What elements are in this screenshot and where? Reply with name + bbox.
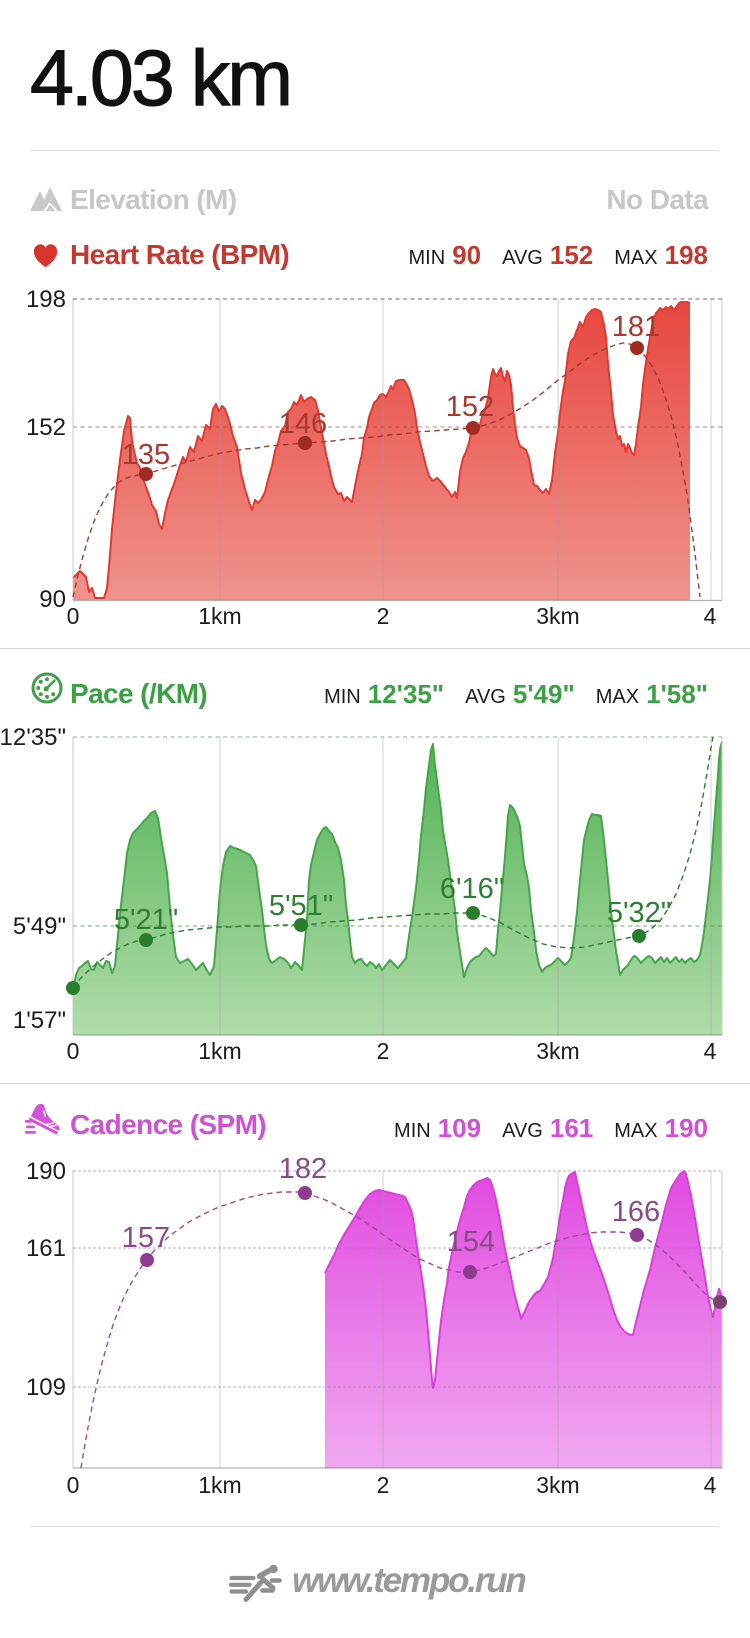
svg-text:1'57": 1'57" [13, 1007, 66, 1034]
svg-text:154: 154 [447, 1226, 495, 1258]
svg-text:2: 2 [377, 603, 390, 629]
svg-text:146: 146 [279, 408, 327, 440]
svg-text:0: 0 [67, 1038, 80, 1064]
svg-text:5'49": 5'49" [13, 913, 66, 940]
svg-text:198: 198 [26, 286, 66, 313]
svg-text:157: 157 [122, 1222, 170, 1254]
svg-text:5'21": 5'21" [114, 904, 178, 936]
svg-text:3km: 3km [536, 1038, 579, 1064]
svg-text:0: 0 [67, 1472, 80, 1498]
svg-text:1km: 1km [198, 1472, 241, 1498]
svg-text:109: 109 [26, 1374, 66, 1401]
svg-text:161: 161 [26, 1235, 66, 1262]
svg-text:2: 2 [377, 1038, 390, 1064]
svg-text:1km: 1km [198, 1038, 241, 1064]
svg-text:166: 166 [612, 1196, 660, 1228]
svg-text:152: 152 [26, 414, 66, 441]
svg-text:4: 4 [704, 603, 717, 629]
svg-text:190: 190 [26, 1158, 66, 1185]
svg-text:4: 4 [704, 1038, 717, 1064]
svg-text:3km: 3km [536, 1472, 579, 1498]
svg-text:5'32": 5'32" [607, 897, 671, 929]
svg-text:182: 182 [279, 1153, 327, 1185]
svg-text:181: 181 [612, 311, 660, 343]
svg-text:0: 0 [67, 603, 80, 629]
svg-text:1km: 1km [198, 603, 241, 629]
svg-text:2: 2 [377, 1472, 390, 1498]
svg-text:6'16": 6'16" [440, 873, 504, 905]
svg-text:135: 135 [122, 439, 170, 471]
svg-text:4: 4 [704, 1472, 717, 1498]
svg-text:3km: 3km [536, 603, 579, 629]
svg-text:90: 90 [39, 586, 66, 613]
svg-text:12'35": 12'35" [0, 724, 66, 751]
svg-text:5'51": 5'51" [269, 890, 333, 922]
svg-text:152: 152 [446, 391, 494, 423]
